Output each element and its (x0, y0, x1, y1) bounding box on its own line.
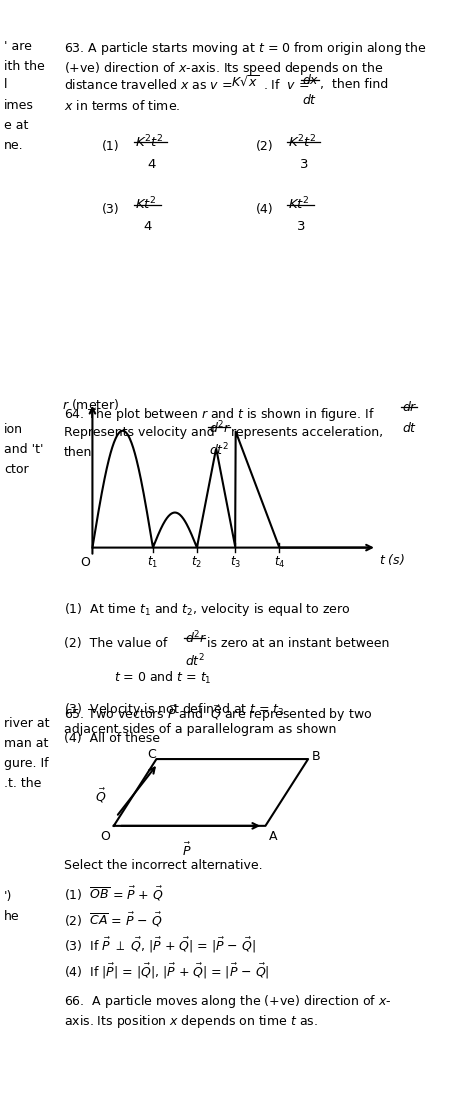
Text: l: l (4, 78, 7, 91)
Text: $dx$: $dx$ (302, 72, 320, 87)
Text: 3: 3 (297, 220, 305, 234)
Text: (3)  Velocity is not defined at $t$ = $t_3$: (3) Velocity is not defined at $t$ = $t_… (64, 701, 285, 718)
Text: (1)  At time $t_1$ and $t_2$, velocity is equal to zero: (1) At time $t_1$ and $t_2$, velocity is… (64, 601, 351, 618)
Text: $dt^2$: $dt^2$ (185, 652, 205, 669)
Text: $t_3$: $t_3$ (230, 555, 241, 571)
Text: $t_4$: $t_4$ (273, 555, 285, 571)
Text: O: O (100, 830, 110, 844)
Text: 63. A particle starts moving at $t$ = 0 from origin along the: 63. A particle starts moving at $t$ = 0 … (64, 39, 427, 57)
Text: ' are: ' are (4, 39, 32, 52)
Text: 4: 4 (144, 220, 152, 234)
Text: $Kt^2$: $Kt^2$ (288, 196, 310, 213)
Text: .t. the: .t. the (4, 777, 41, 790)
Text: $t_2$: $t_2$ (191, 555, 202, 571)
Text: (3)  If $\vec{P}$ $\perp$ $\vec{Q}$, |$\vec{P}$ + $\vec{Q}$| = |$\vec{P}$ $-$ $\: (3) If $\vec{P}$ $\perp$ $\vec{Q}$, |$\v… (64, 936, 256, 955)
Text: axis. Its position $x$ depends on time $t$ as.: axis. Its position $x$ depends on time $… (64, 1013, 318, 1030)
Text: man at: man at (4, 737, 48, 750)
Text: ion: ion (4, 423, 23, 436)
Text: (2)  The value of: (2) The value of (64, 637, 167, 650)
Text: . If  $v$ =: . If $v$ = (263, 78, 310, 92)
Text: is zero at an instant between: is zero at an instant between (207, 637, 389, 650)
Text: (1)  $\overline{OB}$ = $\vec{P}$ + $\vec{Q}$: (1) $\overline{OB}$ = $\vec{P}$ + $\vec{… (64, 885, 164, 903)
Text: ne.: ne. (4, 139, 23, 151)
Text: ,  then find: , then find (320, 78, 388, 91)
Text: (4)  If |$\vec{P}$| = |$\vec{Q}$|, |$\vec{P}$ + $\vec{Q}$| = |$\vec{P}$ $-$ $\ve: (4) If |$\vec{P}$| = |$\vec{Q}$|, |$\vec… (64, 962, 270, 981)
Text: (3): (3) (102, 203, 119, 216)
Text: Select the incorrect alternative.: Select the incorrect alternative. (64, 859, 263, 873)
Text: $t$ = 0 and $t$ = $t_1$: $t$ = 0 and $t$ = $t_1$ (114, 670, 211, 686)
Text: and 't': and 't' (4, 443, 43, 456)
Text: $\vec{Q}$: $\vec{Q}$ (95, 787, 106, 805)
Text: $dt$: $dt$ (402, 421, 417, 435)
Text: $t_1$: $t_1$ (147, 555, 158, 571)
Text: B: B (312, 750, 320, 764)
Text: (+ve) direction of $x$-axis. Its speed depends on the: (+ve) direction of $x$-axis. Its speed d… (64, 59, 383, 77)
Text: distance travelled $x$ as $v$ =: distance travelled $x$ as $v$ = (64, 78, 234, 92)
Text: $x$ in terms of time.: $x$ in terms of time. (64, 98, 180, 112)
Text: river at: river at (4, 717, 49, 730)
Text: 64. The plot between $r$ and $t$ is shown in figure. If: 64. The plot between $r$ and $t$ is show… (64, 406, 375, 423)
Text: (4)  All of these: (4) All of these (64, 732, 160, 746)
Text: $K^2t^2$: $K^2t^2$ (288, 134, 317, 150)
Text: $dt$: $dt$ (302, 93, 318, 107)
Text: $Kt^2$: $Kt^2$ (135, 196, 157, 213)
Text: 3: 3 (300, 158, 308, 171)
Text: $K^2t^2$: $K^2t^2$ (135, 134, 164, 150)
Text: 66.  A particle moves along the (+ve) direction of $x$-: 66. A particle moves along the (+ve) dir… (64, 993, 392, 1009)
Text: C: C (147, 748, 155, 761)
Text: 65. Two vectors $\vec{P}$ and  $\vec{Q}$ are represented by two: 65. Two vectors $\vec{P}$ and $\vec{Q}$ … (64, 703, 373, 723)
Text: (1): (1) (102, 140, 119, 154)
Text: adjacent sides of a parallelogram as shown: adjacent sides of a parallelogram as sho… (64, 723, 337, 737)
Text: $t$ (s): $t$ (s) (379, 552, 405, 567)
Text: '): ') (4, 890, 12, 904)
Text: $K\sqrt{x}$: $K\sqrt{x}$ (231, 76, 260, 90)
Text: gure. If: gure. If (4, 757, 48, 770)
Text: ctor: ctor (4, 463, 28, 476)
Text: 4: 4 (147, 158, 155, 171)
Text: O: O (81, 556, 91, 570)
Text: (4): (4) (256, 203, 273, 216)
Text: $d^2r$: $d^2r$ (209, 420, 231, 436)
Text: Represents velocity and: Represents velocity and (64, 426, 215, 440)
Text: $dt^2$: $dt^2$ (209, 442, 229, 459)
Text: $\vec{P}$: $\vec{P}$ (182, 841, 192, 859)
Text: $r$ (meter): $r$ (meter) (62, 397, 119, 412)
Text: then: then (64, 446, 92, 460)
Text: imes: imes (4, 98, 34, 111)
Text: represents acceleration,: represents acceleration, (231, 426, 383, 440)
Text: (2)  $\overline{CA}$ = $\vec{P}$ $-$ $\vec{Q}$: (2) $\overline{CA}$ = $\vec{P}$ $-$ $\ve… (64, 910, 163, 928)
Text: $dr$: $dr$ (402, 400, 418, 414)
Text: ith the: ith the (4, 59, 45, 72)
Text: A: A (269, 830, 278, 844)
Text: he: he (4, 910, 19, 924)
Text: e at: e at (4, 119, 28, 131)
Text: (2): (2) (256, 140, 273, 154)
Text: $d^2r$: $d^2r$ (185, 630, 208, 647)
